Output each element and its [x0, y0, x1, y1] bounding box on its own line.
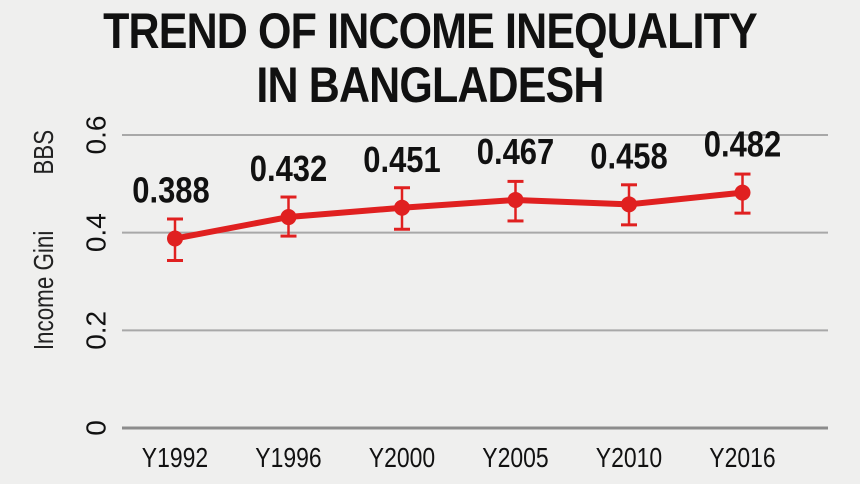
y-tick-label: 0	[80, 420, 111, 436]
chart-title: TREND OF INCOME INEQUALITY IN BANGLADESH	[60, 4, 800, 112]
data-label: 0.432	[250, 150, 327, 190]
chart-title-line-2: IN BANGLADESH	[256, 57, 604, 113]
data-point	[734, 184, 751, 201]
x-tick-label: Y1996	[255, 443, 321, 474]
data-label: 0.388	[132, 171, 209, 211]
x-tick-label: Y2016	[709, 443, 775, 474]
series-line	[172, 189, 746, 242]
x-tick-label: Y1992	[142, 443, 208, 474]
x-tick-label: Y2000	[369, 443, 435, 474]
x-tick-label: Y2010	[596, 443, 662, 474]
data-point	[394, 199, 410, 216]
data-point	[167, 230, 183, 247]
data-label: 0.451	[363, 141, 440, 181]
chart-title-line-1: TREND OF INCOME INEQUALITY	[103, 3, 758, 59]
data-point	[280, 209, 297, 226]
x-tick-label: Y2005	[482, 443, 548, 474]
data-label: 0.458	[590, 137, 667, 177]
data-point	[621, 196, 637, 213]
y-tick-label: 0.2	[80, 311, 111, 350]
y-tick-label: 0.6	[80, 116, 111, 155]
data-label: 0.467	[477, 133, 554, 173]
y-tick-label: 0.4	[80, 213, 111, 252]
data-label: 0.482	[704, 126, 781, 166]
data-point	[507, 191, 524, 208]
